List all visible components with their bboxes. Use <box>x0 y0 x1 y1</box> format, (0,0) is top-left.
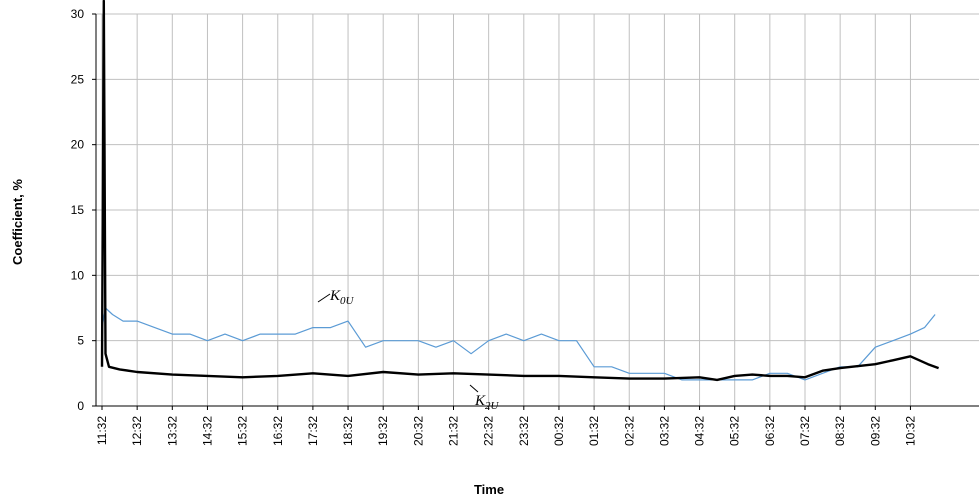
series-label-k2u-leader <box>469 384 479 393</box>
y-tick-label: 0 <box>77 399 84 413</box>
series-label-k0u-main: K <box>329 288 341 304</box>
svg-text:K2U: K2U <box>474 393 500 412</box>
x-tick-label: 19:32 <box>376 416 390 446</box>
x-tick-label: 04:32 <box>693 416 707 446</box>
y-tick-label: 25 <box>71 72 85 86</box>
series-label-k2u: K2U <box>469 384 500 412</box>
x-tick-label: 09:32 <box>868 416 882 446</box>
x-tick-label: 14:32 <box>200 416 214 446</box>
x-tick-label: 07:32 <box>798 416 812 446</box>
x-tick-label: 12:32 <box>130 416 144 446</box>
series-line-k0u <box>101 307 936 381</box>
x-tick-label: 02:32 <box>622 416 636 446</box>
x-tick-label: 01:32 <box>587 416 601 446</box>
x-axis-title: Time <box>474 482 504 497</box>
y-tick-label: 15 <box>71 203 85 217</box>
x-tick-label: 06:32 <box>763 416 777 446</box>
series-label-k0u-leader <box>317 293 331 303</box>
x-tick-label: 17:32 <box>306 416 320 446</box>
series-label-k0u: K0U <box>317 288 355 307</box>
y-tick-label: 10 <box>71 268 85 282</box>
svg-text:K0U: K0U <box>329 288 355 307</box>
series-label-k2u-sub: 2U <box>485 400 500 412</box>
x-tick-label: 10:32 <box>903 416 917 446</box>
x-tick-label: 00:32 <box>552 416 566 446</box>
x-axis-ticks: 11:32 12:32 13:32 14:32 15:32 16:32 17:32 18:32… <box>95 406 917 446</box>
grid-lines <box>96 13 979 407</box>
y-tick-label: 5 <box>77 334 84 348</box>
x-tick-label: 05:32 <box>728 416 742 446</box>
series-line-k2u <box>100 0 940 382</box>
series-label-k2u-main: K <box>474 393 486 409</box>
y-tick-label: 30 <box>71 7 85 21</box>
x-tick-label: 20:32 <box>411 416 425 446</box>
x-tick-label: 13:32 <box>165 416 179 446</box>
series-layer <box>100 0 940 382</box>
series-label-k0u-sub: 0U <box>340 295 355 307</box>
x-tick-label: 23:32 <box>517 416 531 446</box>
x-tick-label: 08:32 <box>833 416 847 446</box>
x-tick-label: 16:32 <box>271 416 285 446</box>
x-tick-label: 21:32 <box>447 416 461 446</box>
x-tick-label: 22:32 <box>482 416 496 446</box>
y-axis-ticks: 0 5 10 15 20 25 30 <box>71 7 96 413</box>
y-axis-title: Coefficient, % <box>10 179 25 265</box>
x-tick-label: 18:32 <box>341 416 355 446</box>
y-tick-label: 20 <box>71 138 85 152</box>
x-tick-label: 03:32 <box>657 416 671 446</box>
x-tick-label: 11:32 <box>95 416 109 445</box>
x-tick-label: 15:32 <box>236 416 250 446</box>
